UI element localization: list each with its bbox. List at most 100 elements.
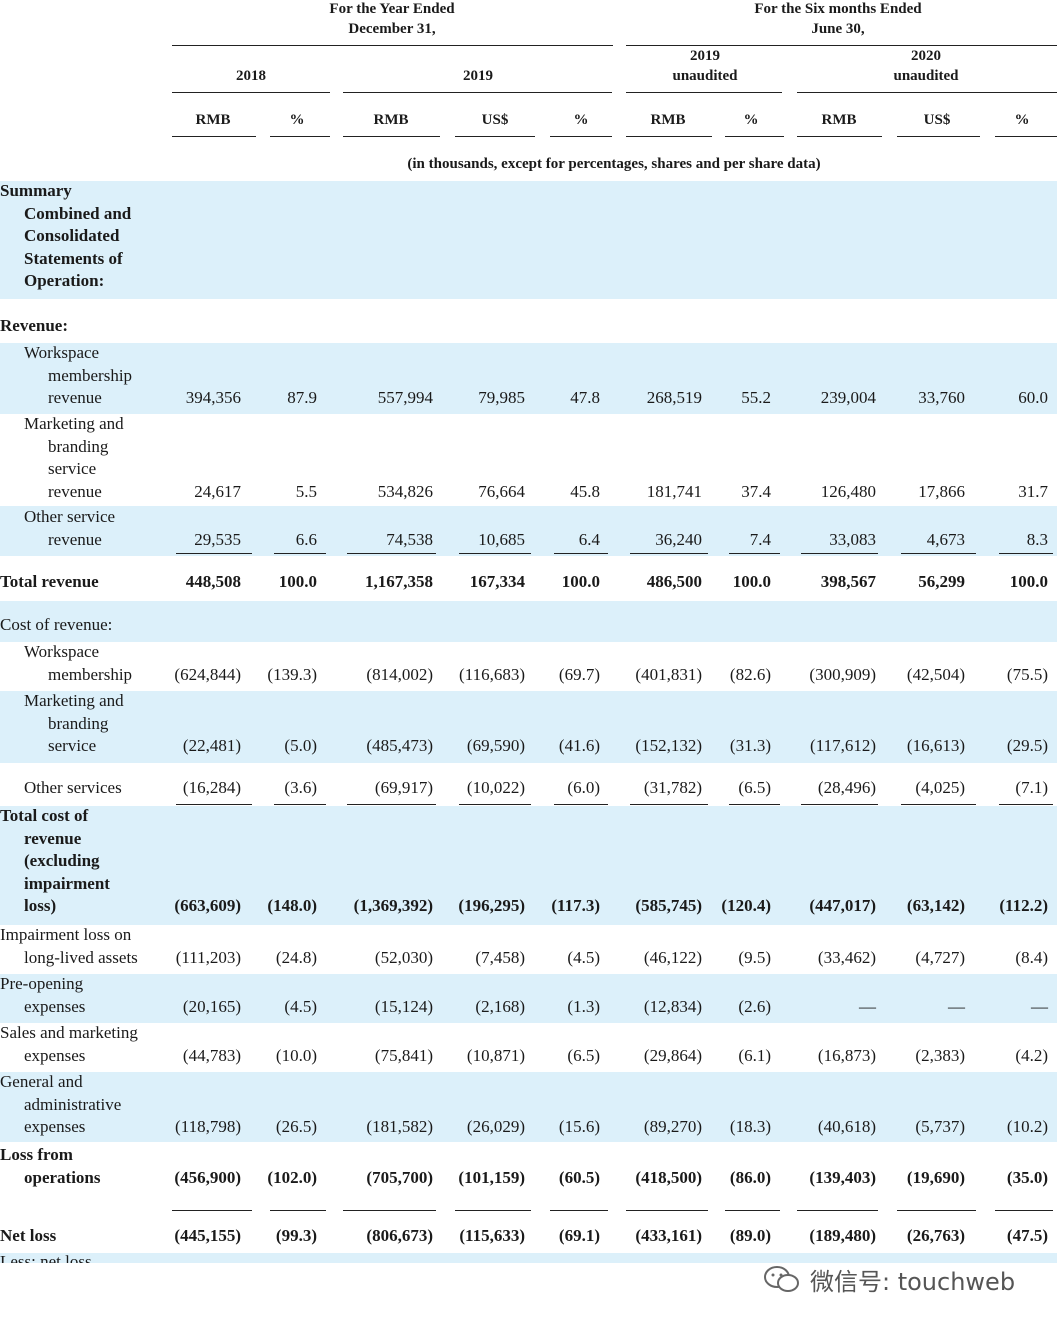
row-label: administrative	[24, 1094, 122, 1114]
cell-value: (115,633)	[459, 1226, 525, 1245]
rule	[897, 136, 980, 137]
rule	[554, 804, 608, 805]
cell-value: (46,122)	[643, 947, 702, 967]
cell-value: (5,737)	[915, 1117, 965, 1136]
row-label: Consolidated	[24, 226, 120, 245]
cell-value: (2,383)	[915, 1045, 965, 1065]
cell-value: (139.3)	[267, 664, 317, 684]
cell-value: (120.4)	[721, 896, 771, 915]
cell-value: (16,284)	[182, 778, 241, 797]
rule	[729, 553, 780, 554]
row-label: Less: net loss	[0, 1253, 92, 1263]
cell-value: (4,025)	[915, 778, 965, 797]
rule	[797, 1210, 878, 1211]
cell-value: (4.2)	[1015, 1045, 1048, 1065]
rule	[347, 804, 436, 805]
table-row: Marketing and branding service revenue 24,61…	[0, 414, 1057, 506]
rule	[274, 804, 326, 805]
row-label: expenses	[24, 1045, 86, 1065]
cell-value: (28,496)	[817, 778, 876, 797]
column-group-title: For the Six months Ended	[754, 1, 922, 17]
unit-header: US$	[481, 112, 509, 128]
cell-value: (8.4)	[1015, 947, 1048, 967]
cell-value: 55.2	[741, 388, 771, 407]
rule	[626, 1210, 708, 1211]
row-label: Other services	[24, 778, 122, 797]
cell-value: (10.0)	[275, 1045, 317, 1065]
cell-value: (86.0)	[729, 1167, 771, 1187]
rule	[172, 1210, 252, 1211]
cell-value: (456,900)	[174, 1167, 241, 1187]
cell-value: (4.5)	[284, 996, 317, 1016]
unit-header: RMB	[195, 112, 231, 128]
cell-value: 29,535	[194, 529, 241, 549]
row-label: impairment	[24, 873, 110, 893]
cell-value: (26,763)	[906, 1226, 965, 1245]
cell-value: (9.5)	[738, 947, 771, 967]
year-header: unaudited	[893, 68, 959, 84]
row-label: membership	[48, 365, 133, 385]
table-row: Total revenue 448,508 100.0 1,167,358 167,33…	[0, 556, 1057, 601]
table-row: Summary Combined and Consolidated Statement…	[0, 181, 1057, 299]
cell-value: (705,700)	[366, 1167, 433, 1187]
row-label: loss)	[24, 896, 57, 915]
cell-value: (29.5)	[1006, 736, 1048, 755]
cell-value: (663,609)	[174, 896, 241, 915]
column-group-title: December 31,	[348, 21, 436, 37]
cell-value: 60.0	[1018, 388, 1048, 407]
rule	[343, 136, 440, 137]
row-label: Cost of revenue:	[0, 615, 113, 634]
rule	[347, 553, 436, 554]
wechat-icon	[764, 1265, 799, 1292]
cell-value: 33,083	[829, 529, 876, 549]
cell-value: 24,617	[194, 481, 241, 501]
rule	[550, 136, 612, 137]
rule	[729, 804, 780, 805]
cell-value: (69,917)	[374, 778, 433, 797]
row-label: revenue	[24, 828, 82, 848]
row-label: Summary	[0, 181, 72, 200]
cell-value: (33,462)	[817, 947, 876, 967]
unit-header: %	[289, 112, 305, 128]
row-label: Net loss	[0, 1226, 57, 1245]
row-label: General and	[0, 1072, 83, 1091]
column-group-title: For the Year Ended	[329, 1, 455, 17]
rule	[274, 553, 326, 554]
column-group-title: June 30,	[811, 21, 865, 37]
cell-value: (118,798)	[175, 1117, 241, 1136]
row-label: Other service	[24, 507, 116, 526]
row-label: Combined and	[24, 203, 132, 223]
cell-value: (1.3)	[567, 996, 600, 1016]
cell-value: (15.6)	[558, 1117, 600, 1136]
cell-value: (117.3)	[551, 896, 600, 915]
cell-value: 74,538	[386, 529, 433, 549]
rule	[995, 1210, 1053, 1211]
cell-value: (5.0)	[284, 736, 317, 755]
cell-value: (10,022)	[466, 778, 525, 797]
cell-value: (181,582)	[366, 1117, 433, 1136]
unit-header: RMB	[650, 112, 686, 128]
cell-value: (401,831)	[635, 664, 702, 684]
cell-value: 100.0	[1009, 572, 1048, 591]
row-label: membership	[48, 664, 133, 684]
cell-value: (447,017)	[809, 896, 876, 915]
cell-value: (16,873)	[817, 1045, 876, 1065]
rule	[901, 804, 976, 805]
unit-header: %	[1014, 112, 1030, 128]
cell-value: (69,590)	[466, 736, 525, 755]
row-label: Marketing and	[24, 414, 124, 433]
cell-value: (35.0)	[1006, 1167, 1048, 1187]
cell-value: (40,618)	[817, 1117, 876, 1136]
table-note: (in thousands, except for percentages, s…	[407, 156, 821, 172]
cell-value: 239,004	[820, 388, 876, 407]
row-label: Operation:	[24, 271, 105, 290]
rule	[801, 553, 878, 554]
row-label: long-lived assets	[24, 947, 138, 967]
rule	[626, 45, 1057, 46]
cell-value: 534,826	[377, 481, 433, 501]
cell-value: 17,866	[918, 481, 965, 501]
row-label: Revenue:	[0, 316, 68, 335]
cell-value: (6.5)	[738, 778, 771, 797]
row-label: revenue	[48, 388, 102, 407]
